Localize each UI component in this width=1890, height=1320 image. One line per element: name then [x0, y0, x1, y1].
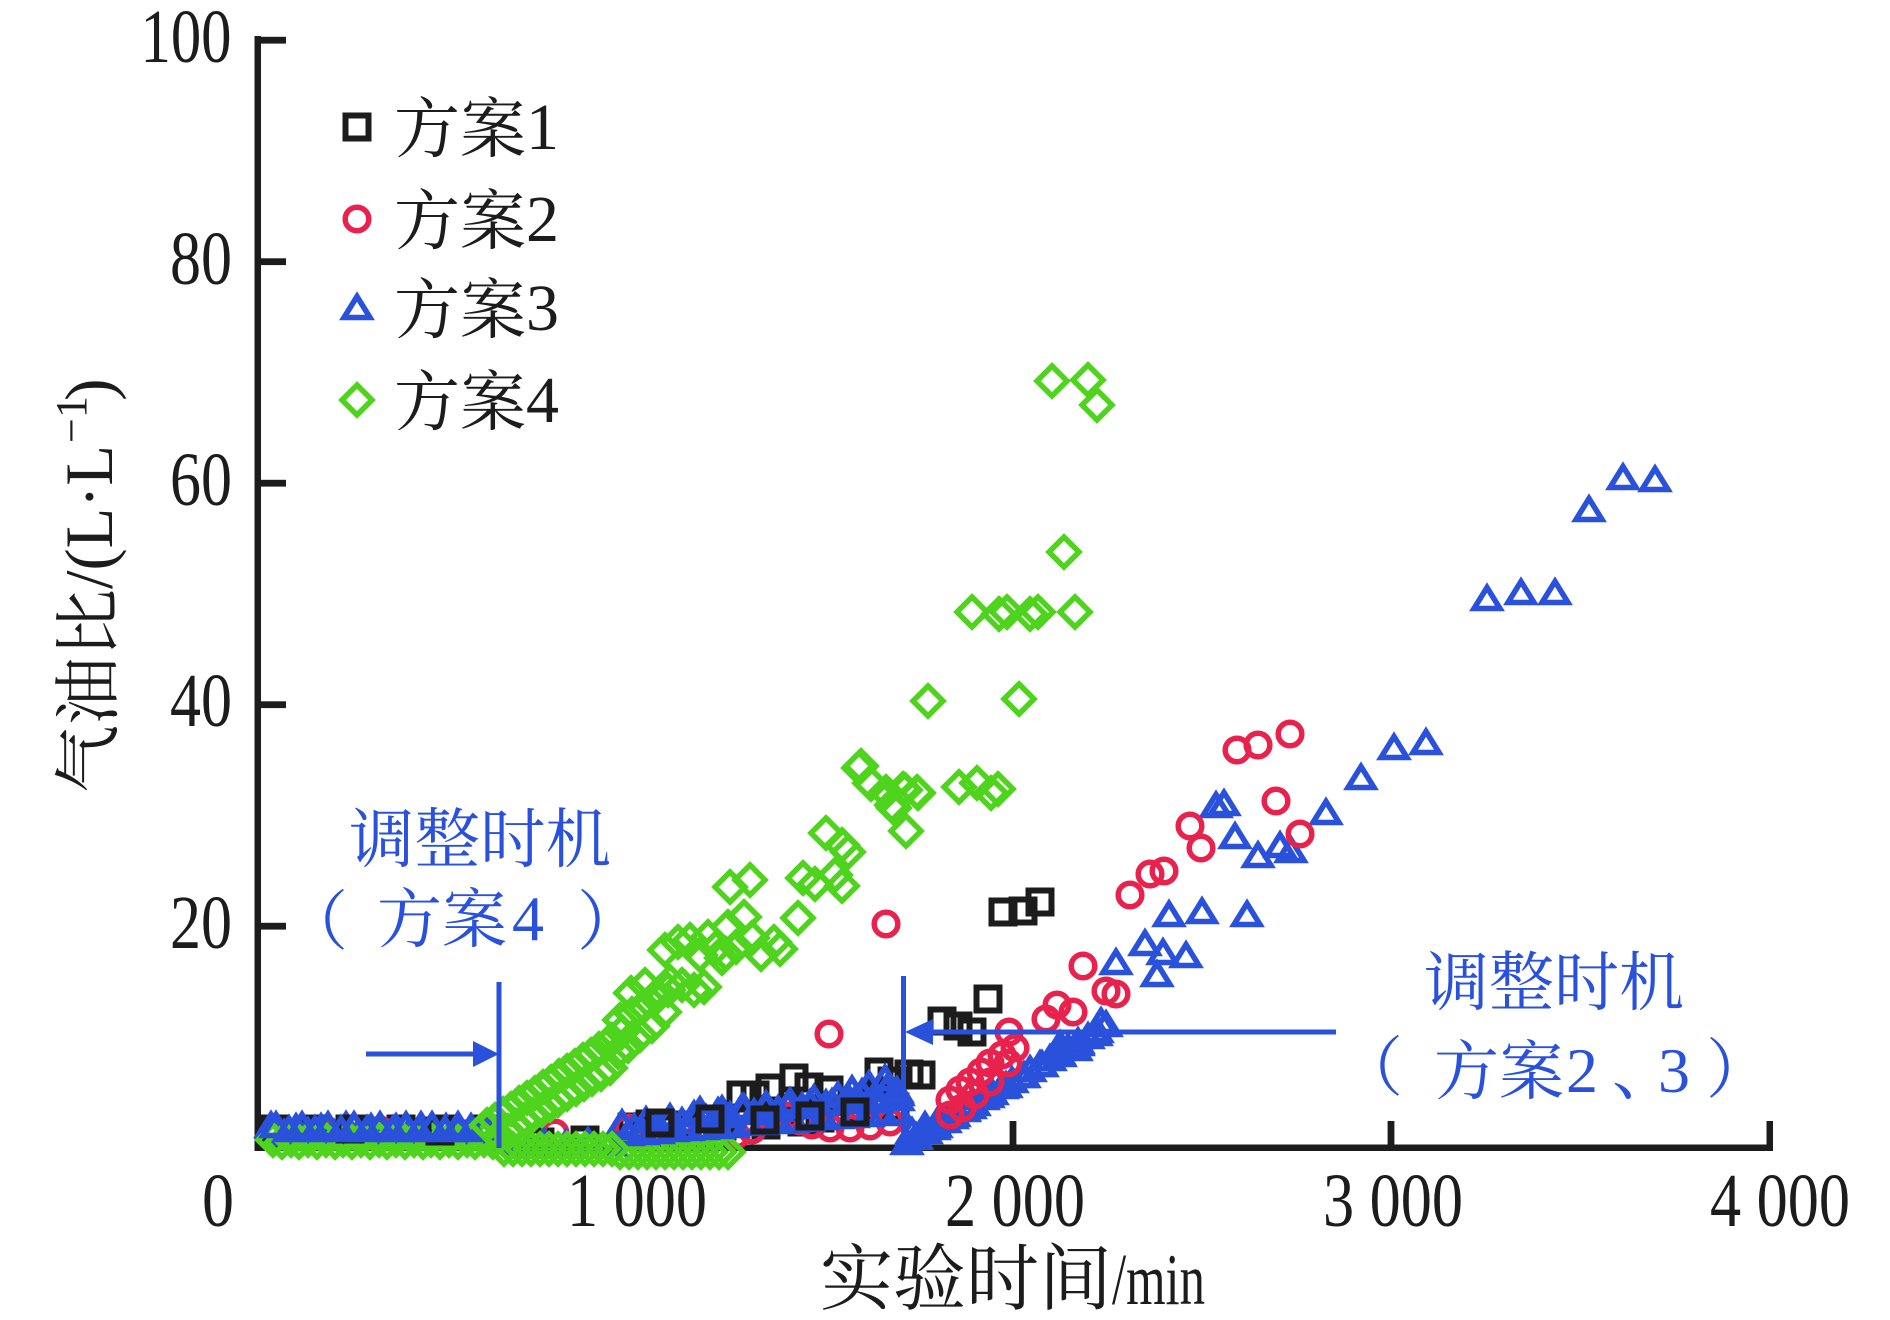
svg-text:/min: /min [1112, 1239, 1205, 1320]
svg-text:1 000: 1 000 [567, 1159, 707, 1243]
svg-text:3: 3 [1658, 1035, 1690, 1106]
svg-text:2 000: 2 000 [945, 1159, 1085, 1243]
svg-text:4: 4 [512, 883, 544, 954]
svg-text:): ) [51, 378, 127, 401]
svg-text:3: 3 [526, 272, 559, 345]
svg-text:20: 20 [170, 881, 232, 965]
svg-text:80: 80 [170, 217, 232, 301]
svg-text:40: 40 [170, 659, 232, 743]
svg-text:60: 60 [170, 438, 232, 522]
svg-text:3 000: 3 000 [1323, 1159, 1463, 1243]
svg-text:0: 0 [202, 1159, 234, 1243]
svg-text:4 000: 4 000 [1710, 1159, 1850, 1243]
svg-text:1: 1 [526, 91, 559, 164]
svg-text:2: 2 [1566, 1035, 1598, 1106]
svg-text:4: 4 [526, 364, 559, 437]
svg-text:−1: −1 [47, 396, 96, 443]
svg-text:2: 2 [526, 183, 559, 256]
svg-text:100: 100 [141, 0, 232, 79]
svg-text:/(L·L: /(L·L [51, 445, 127, 589]
